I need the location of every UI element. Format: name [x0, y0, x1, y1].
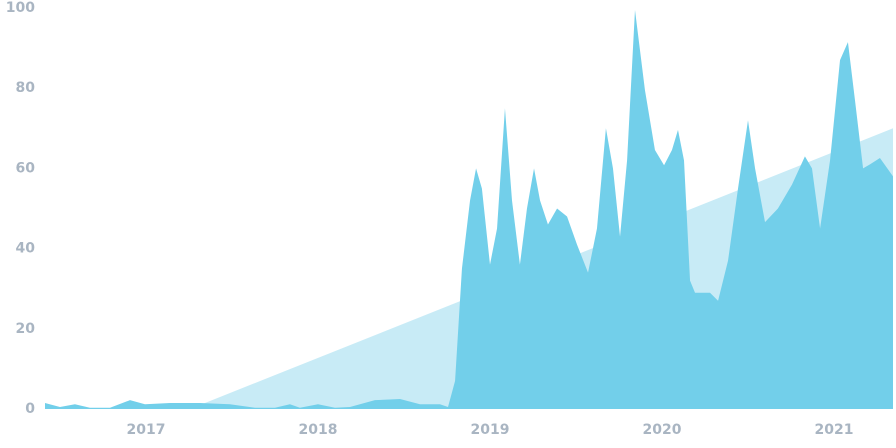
y-tick-label: 100 — [6, 0, 35, 16]
x-tick-label: 2020 — [643, 422, 682, 438]
y-tick-label: 40 — [16, 241, 36, 257]
area — [45, 10, 893, 409]
y-tick-label: 20 — [16, 321, 36, 337]
y-tick-label: 80 — [16, 80, 36, 96]
x-tick-label: 2017 — [126, 422, 165, 438]
x-tick-label: 2018 — [298, 422, 337, 438]
y-tick-label: 60 — [16, 160, 36, 176]
x-tick-label: 2021 — [815, 422, 854, 438]
x-tick-label: 2019 — [471, 422, 510, 438]
y-tick-label: 0 — [25, 401, 35, 417]
